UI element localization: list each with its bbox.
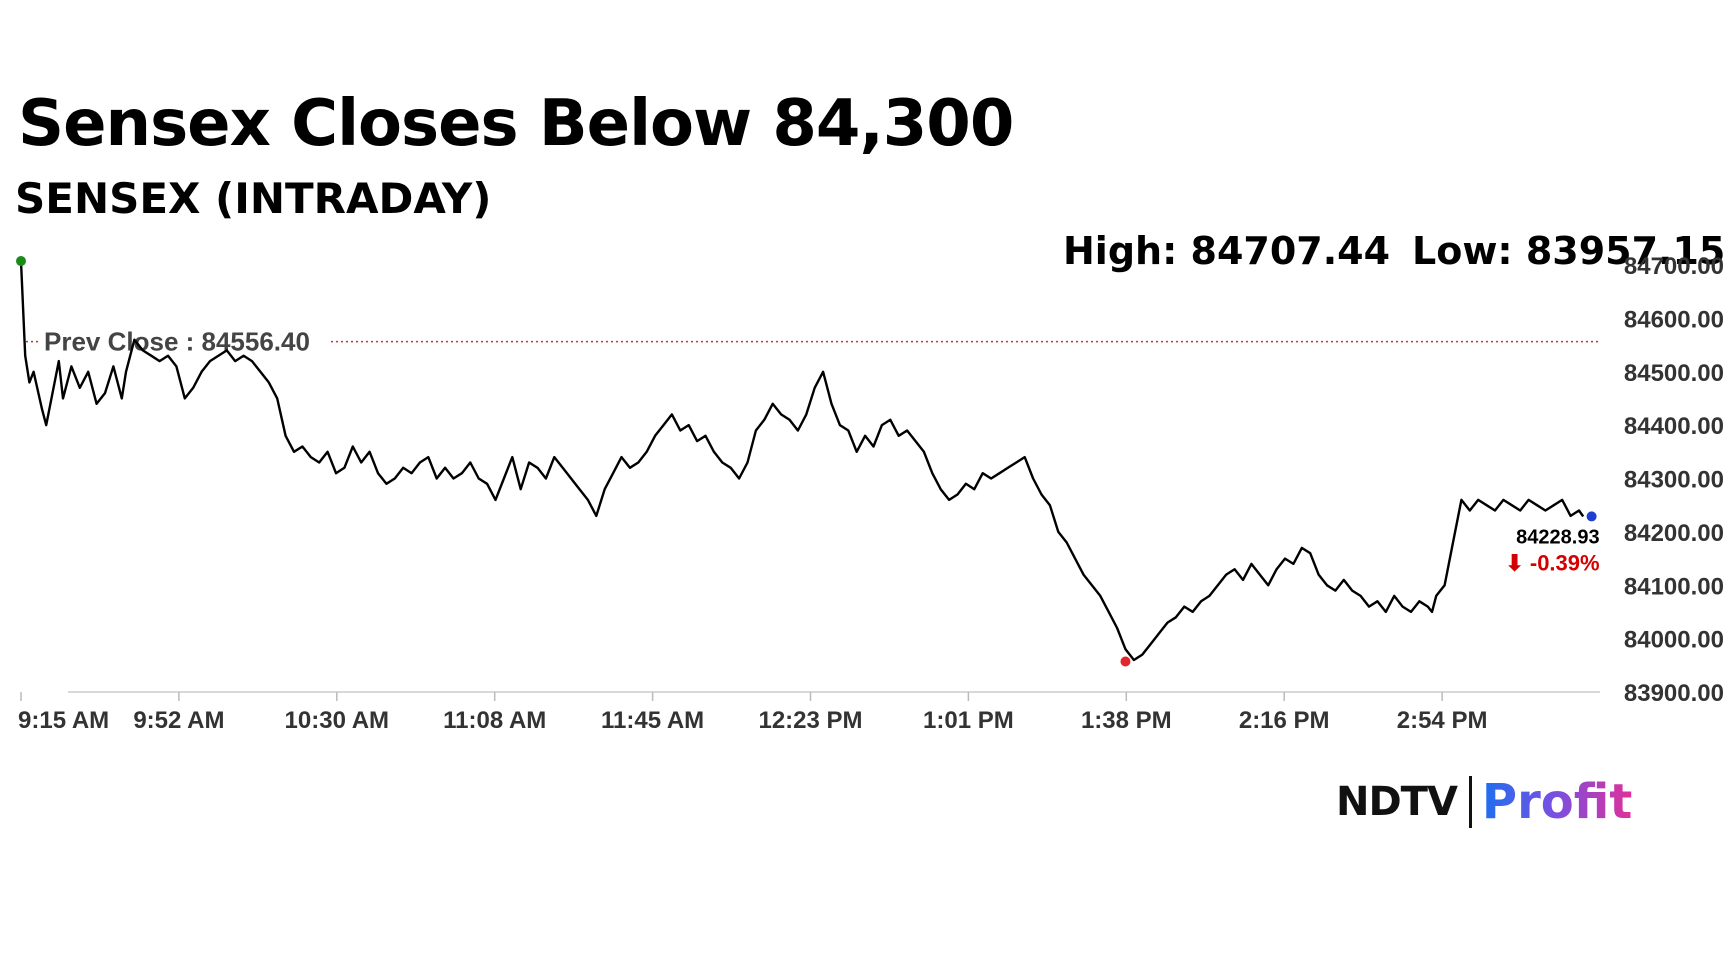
- chart-subtitle: SENSEX (INTRADAY): [15, 174, 492, 223]
- logo-separator: [1468, 776, 1472, 828]
- y-tick-label: 84600.00: [1624, 306, 1724, 333]
- y-axis-ticks: 84700.00 84600.00 84500.00 84400.00 84300.00…: [1624, 253, 1724, 707]
- last-change-label: ⬇ -0.39%: [1505, 550, 1599, 575]
- low-stat: Low: 83957.15: [1412, 229, 1726, 273]
- y-tick-label: 84300.00: [1624, 467, 1724, 494]
- low-marker: [1120, 656, 1131, 667]
- x-tick-label: 2:16 PM: [1239, 707, 1330, 734]
- y-tick-label: 84100.00: [1624, 573, 1724, 600]
- ndtv-profit-logo: NDTV Profit: [1336, 772, 1632, 832]
- x-tick-label: 11:08 AM: [443, 707, 546, 734]
- x-tick-label: 2:54 PM: [1397, 707, 1488, 734]
- x-tick-label: 1:38 PM: [1081, 707, 1172, 734]
- y-tick-label: 84700.00: [1624, 253, 1724, 280]
- prev-close-label-bg: [38, 327, 330, 356]
- x-axis-ticks: 9:15 AM 9:52 AM 10:30 AM 11:08 AM 11:45 AM 12…: [18, 692, 1487, 734]
- y-tick-label: 84000.00: [1624, 627, 1724, 654]
- x-tick-label: 11:45 AM: [601, 707, 704, 734]
- sensex-series-line: [19, 261, 1585, 662]
- logo-ndtv: NDTV: [1336, 779, 1458, 825]
- last-value-label: 84228.93: [1516, 526, 1599, 548]
- x-tick-label: 9:52 AM: [133, 707, 224, 734]
- high-stat: High: 84707.44: [1063, 229, 1391, 273]
- prev-close-label: Prev Close : 84556.40: [44, 327, 310, 357]
- high-marker: [16, 256, 26, 267]
- y-tick-label: 84400.00: [1624, 413, 1724, 440]
- x-tick-label: 1:01 PM: [923, 707, 1014, 734]
- x-tick-label: 10:30 AM: [285, 707, 389, 734]
- x-tick-label: 12:23 PM: [758, 707, 862, 734]
- page-title: Sensex Closes Below 84,300: [18, 87, 1014, 161]
- y-tick-label: 83900.00: [1624, 680, 1724, 707]
- logo-profit: Profit: [1481, 774, 1633, 830]
- x-tick-label: 9:15 AM: [18, 707, 109, 734]
- last-marker: [1586, 511, 1597, 522]
- y-tick-label: 84200.00: [1624, 520, 1724, 547]
- y-tick-label: 84500.00: [1624, 360, 1724, 387]
